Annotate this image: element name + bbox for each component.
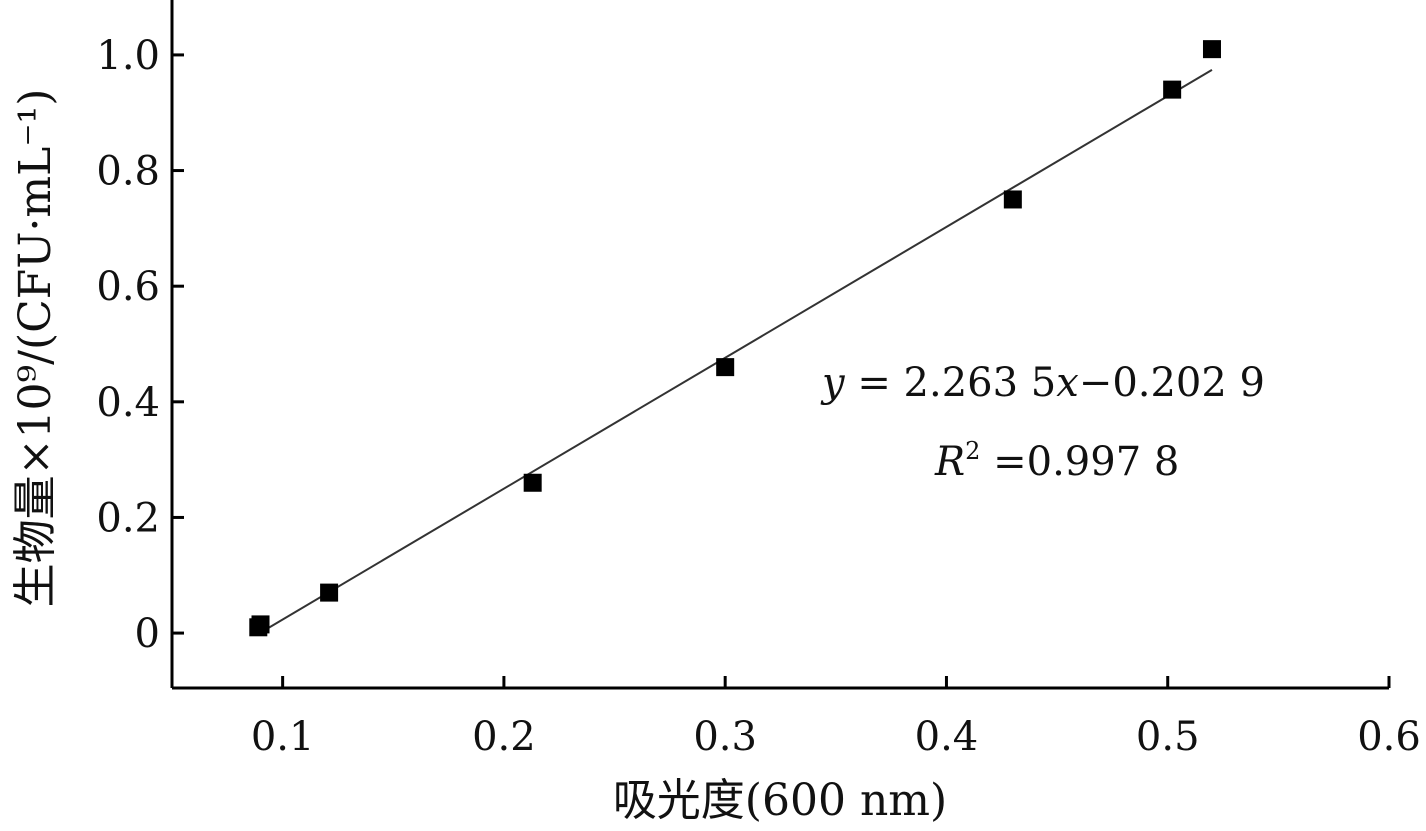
x-tick-label: 0.1 [251, 714, 315, 760]
data-point [320, 583, 339, 602]
fit-line [260, 69, 1213, 634]
data-point [1202, 40, 1221, 59]
fit-line-group [260, 69, 1213, 634]
data-point [1003, 190, 1022, 209]
x-tick-label: 0.6 [1357, 714, 1421, 760]
x-tick-label: 0.4 [915, 714, 979, 760]
data-point [251, 615, 270, 634]
data-point [1163, 80, 1182, 99]
y-tick-label: 0.2 [96, 495, 160, 541]
y-tick-label: 1.0 [96, 33, 160, 79]
y-tick-label: 0.8 [96, 149, 160, 195]
data-point [716, 358, 735, 377]
x-tick-label: 0.5 [1136, 714, 1200, 760]
y-tick-label: 0.4 [96, 380, 160, 426]
data-point [523, 473, 542, 492]
x-tick-label: 0.2 [472, 714, 536, 760]
x-tick-label: 0.3 [693, 714, 757, 760]
r-squared-annotation: R2 =0.997 8 [934, 437, 1179, 485]
y-tick-label: 0 [135, 611, 160, 657]
axes: 0.1 0.2 0.3 0.4 0.5 0.6 0 0.2 0.4 0.6 0.8 1.0 [96, 0, 1421, 760]
data-points [249, 40, 1221, 637]
x-axis-title: 吸光度(600 nm) [613, 775, 947, 826]
y-axis-title: 生物量×10⁹/(CFU·mL⁻¹) [10, 89, 61, 608]
y-tick-label: 0.6 [96, 264, 160, 310]
equation-annotation: y = 2.263 5x−0.202 9 [820, 360, 1265, 406]
